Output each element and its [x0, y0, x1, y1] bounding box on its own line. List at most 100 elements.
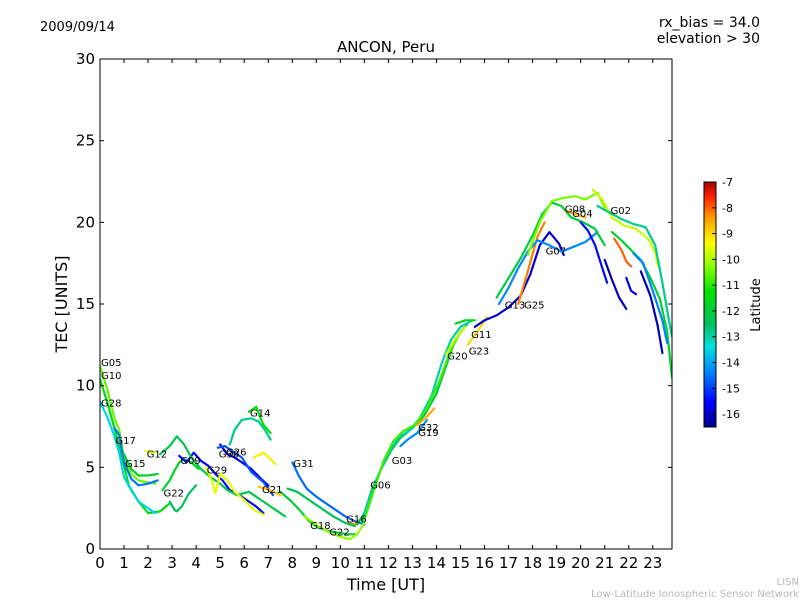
series-label-g12: G12	[147, 449, 167, 460]
x-tick-label: 14	[427, 554, 446, 572]
y-tick-label: 5	[85, 458, 95, 476]
x-tick-label: 8	[287, 554, 297, 572]
series-line-g32	[416, 407, 436, 426]
series-line-g12b	[159, 435, 287, 518]
series-line-g17	[113, 427, 159, 487]
series-label-g32: G32	[418, 423, 438, 434]
colorbar-tick-label: -12	[722, 305, 740, 318]
x-tick-label: 15	[451, 554, 470, 572]
x-tick-label: 12	[379, 554, 398, 572]
series-line-g20	[445, 325, 467, 356]
colorbar-tick-label: -10	[722, 253, 740, 266]
x-tick-label: 23	[643, 554, 662, 572]
colorbar-tick-label: -7	[722, 176, 733, 189]
elevation-label: elevation > 30	[657, 31, 760, 47]
colorbar-tick-label: -11	[722, 279, 740, 292]
y-tick-label: 10	[76, 377, 95, 395]
colorbar-tick-label: -8	[722, 202, 733, 215]
series-label-g25: G25	[524, 301, 544, 312]
colorbar-tick-label: -16	[722, 408, 740, 421]
series-line-g02h	[639, 270, 664, 355]
x-tick-label: 21	[595, 554, 614, 572]
x-tick-label: 18	[523, 554, 542, 572]
x-tick-label: 5	[215, 554, 225, 572]
y-axis: 0 5 10 15 20 25 30	[76, 50, 672, 558]
x-tick-label: 13	[403, 554, 422, 572]
date-label: 2009/09/14	[40, 20, 115, 35]
chart-title: ANCON, Peru	[337, 38, 435, 56]
series-line-g02e	[603, 258, 628, 310]
x-tick-label: 20	[571, 554, 590, 572]
footer-lisn: LISN	[777, 577, 799, 588]
colorbar-tick-label: -9	[722, 228, 733, 241]
x-tick-label: 11	[355, 554, 374, 572]
series-label-g18: G18	[310, 521, 330, 532]
series-line-g14	[228, 417, 272, 446]
x-tick-label: 0	[95, 554, 105, 572]
colorbar-ticks: -7 -8 -9 -10 -11 -12 -13 -14 -15 -16	[712, 176, 740, 421]
x-axis: 0 1 2 3 4 5 6 7 8 9 10 11 12 13 14 15 16 17 18 19 20 21 22 23	[95, 59, 662, 572]
footer-network: Low-Latitude Ionospheric Sensor Network	[591, 589, 799, 600]
y-axis-label: TEC [UNITS]	[52, 256, 71, 354]
series-label-g04: G04	[572, 209, 592, 220]
series-label-g08: G08	[565, 204, 585, 215]
series-label-g20: G20	[447, 351, 467, 362]
colorbar-tick-label: -14	[722, 357, 740, 370]
series-layer	[100, 188, 672, 541]
series-line-g02d	[579, 221, 609, 284]
y-tick-label: 25	[76, 132, 95, 150]
x-tick-label: 7	[263, 554, 273, 572]
series-label-g15: G15	[125, 459, 145, 470]
series-label-g17: G17	[115, 436, 135, 447]
series-label-g16: G16	[346, 515, 366, 526]
series-label-g09: G09	[180, 456, 200, 467]
series-line-g31	[291, 461, 366, 526]
series-label-g06: G06	[370, 480, 390, 491]
series-line-g11	[454, 319, 476, 325]
series-label-g23: G23	[469, 346, 489, 357]
series-line-g02	[591, 188, 659, 266]
series-line-g21b	[252, 451, 277, 466]
x-tick-label: 10	[331, 554, 350, 572]
series-line-g04b	[565, 209, 587, 219]
plot-frame	[99, 58, 673, 550]
series-line-g15	[122, 453, 159, 477]
series-line-g03b	[363, 330, 462, 521]
series-label-g31: G31	[293, 459, 313, 470]
x-tick-label: 2	[143, 554, 153, 572]
series-line-g29	[204, 466, 265, 516]
colorbar-tick-label: -13	[722, 331, 740, 344]
series-line-g19	[399, 418, 428, 448]
x-tick-label: 3	[167, 554, 177, 572]
series-line-g13	[473, 231, 565, 328]
x-tick-label: 19	[547, 554, 566, 572]
x-tick-label: 17	[499, 554, 518, 572]
colorbar	[703, 181, 717, 428]
series-label-g10: G10	[101, 371, 121, 382]
series-label-g28: G28	[101, 399, 121, 410]
series-line-g28	[100, 400, 157, 515]
rx-bias-label: rx_bias = 34.0	[659, 15, 760, 31]
series-line-g22b	[303, 515, 366, 541]
series-line-g07	[497, 231, 599, 306]
x-axis-label: Time [UT]	[346, 575, 425, 594]
series-label-g14: G14	[250, 408, 270, 419]
series-line-g02b	[596, 204, 672, 338]
series-label-g26: G26	[226, 448, 246, 459]
series-label-g13: G13	[505, 301, 525, 312]
series-label-g11: G11	[471, 330, 491, 341]
series-label-g19: G19	[418, 428, 438, 439]
series-label-g22a: G22	[164, 489, 184, 500]
series-line-g02c	[610, 231, 672, 379]
series-line-g02i	[632, 252, 669, 345]
colorbar-label: Latitude	[749, 278, 764, 332]
y-tick-label: 0	[85, 540, 95, 558]
x-tick-label: 6	[239, 554, 249, 572]
series-line-g18	[279, 490, 356, 536]
series-line-g30	[216, 445, 275, 497]
y-tick-label: 15	[76, 295, 95, 313]
series-line-g22a	[161, 458, 200, 492]
series-label-g29: G29	[207, 466, 227, 477]
series-label-g21: G21	[262, 485, 282, 496]
